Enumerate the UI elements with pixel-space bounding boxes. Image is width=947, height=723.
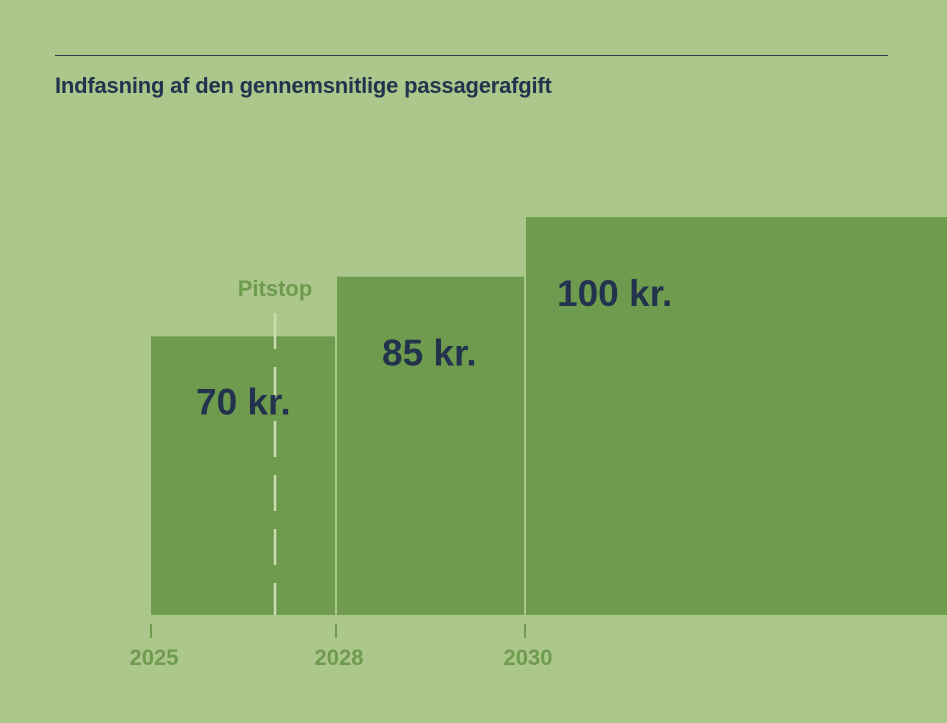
bar-value-label-2025: 70 kr. xyxy=(196,381,291,422)
x-tick-label-2025: 2025 xyxy=(130,645,179,670)
top-rule xyxy=(55,55,888,56)
bar-2028 xyxy=(337,276,524,615)
x-axis: 2025 2028 2030 xyxy=(130,624,553,670)
pitstop-marker-layer: Pitstop xyxy=(238,276,313,615)
bar-2030 xyxy=(526,217,947,615)
bar-labels-layer: 70 kr. 85 kr. 100 kr. xyxy=(196,273,672,422)
bar-value-label-2028: 85 kr. xyxy=(382,333,477,374)
bar-2025 xyxy=(151,336,335,615)
x-tick-label-2028: 2028 xyxy=(315,645,364,670)
bar-value-label-2030: 100 kr. xyxy=(557,273,672,314)
bars-layer xyxy=(151,217,947,615)
chart-title: Indfasning af den gennemsnitlige passage… xyxy=(55,73,552,98)
x-tick-label-2030: 2030 xyxy=(504,645,553,670)
pitstop-label: Pitstop xyxy=(238,276,313,301)
